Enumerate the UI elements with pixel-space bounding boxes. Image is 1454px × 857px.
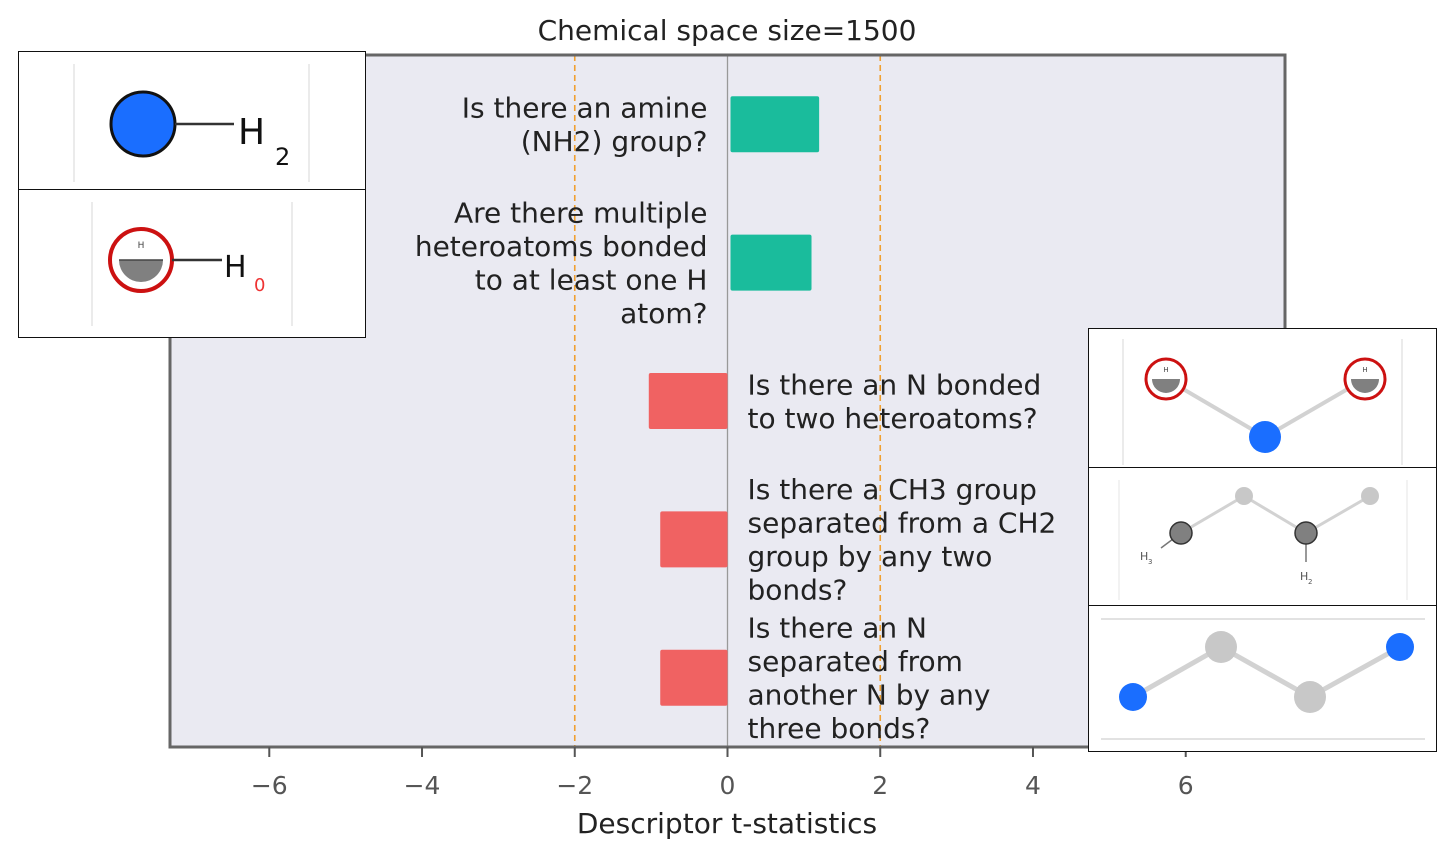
bar-label-4: Is there a CH3 group separated from a CH2… [748, 473, 1057, 607]
inset-n-n-three-bonds-fragment [1088, 605, 1437, 752]
bar-label-line: atom? [620, 297, 707, 330]
carbon-atom-icon [1294, 681, 1326, 713]
bar-label-line: to two heteroatoms? [748, 402, 1038, 435]
svg-text:H: H [1163, 366, 1168, 374]
bar-label-line: Is there an N [748, 612, 927, 645]
nitrogen-atom-icon [1249, 421, 1281, 453]
hydrogen-marker-icon: H [1343, 357, 1387, 401]
inset-n-two-heteroatoms-fragment: H H [1088, 328, 1437, 469]
carbon-atom-icon [1361, 487, 1379, 505]
x-tick-label: −2 [556, 771, 593, 800]
bar-2 [730, 234, 812, 291]
bar-3 [648, 373, 728, 429]
hydrogen-label: H [224, 250, 247, 285]
bar-label-line: separated from a CH2 [748, 507, 1057, 540]
bar-label-line: separated from [748, 645, 963, 678]
bar-label-line: Is there a CH3 group [748, 473, 1037, 506]
carbon-atom-icon [1294, 521, 1318, 545]
bar-label-line: (NH2) group? [521, 125, 708, 158]
bar-label-line: group by any two [748, 540, 993, 573]
x-tick-label: 4 [1025, 771, 1041, 800]
bar-label-line: three bonds? [748, 712, 931, 745]
nitrogen-atom-icon [1386, 633, 1414, 661]
bar-label-line: heteroatoms bonded [415, 230, 708, 263]
inset-heteroatom-h-fragment: H H 0 [18, 189, 366, 338]
hydrogen-count-subscript: 3 [1148, 558, 1152, 566]
nitrogen-atom-icon [109, 90, 177, 158]
bar-label-line: Is there an amine [462, 91, 708, 124]
bar-5 [660, 649, 728, 706]
hydrogen-count-subscript: 2 [1308, 578, 1312, 586]
bar-4 [660, 511, 728, 568]
svg-text:H: H [1362, 366, 1367, 374]
inset-amine-nh2-fragment: H 2 [18, 51, 366, 191]
bar-label-line: another N by any [748, 679, 991, 712]
inset-ch3-ch2-fragment: H 3 H 2 [1088, 467, 1437, 607]
hydrogen-label: H [1300, 570, 1308, 583]
x-tick-label: 2 [872, 771, 888, 800]
x-tick-label: −4 [404, 771, 441, 800]
carbon-atom-icon [1205, 631, 1237, 663]
hydrogen-marker-icon: H [108, 227, 174, 293]
x-axis-label: Descriptor t-statistics [577, 807, 877, 840]
x-tick-label: 0 [720, 771, 736, 800]
x-tick-label: 6 [1178, 771, 1194, 800]
bar-1 [730, 96, 820, 153]
carbon-atom-icon [1169, 521, 1193, 545]
nitrogen-atom-icon [1119, 683, 1147, 711]
hydrogen-count-subscript: 2 [275, 143, 290, 171]
bar-label-line: Are there multiple [454, 196, 708, 229]
carbon-atom-icon [1235, 487, 1253, 505]
hydrogen-marker-icon: H [1144, 357, 1188, 401]
bar-label-2: Are there multiple heteroatoms bonded to a… [415, 196, 708, 330]
chart-title: Chemical space size=1500 [538, 14, 917, 47]
hydrogen-label: H [238, 112, 265, 153]
bar-label-3: Is there an N bonded to two heteroatoms? [748, 368, 1042, 435]
bar-label-1: Is there an amine (NH2) group? [462, 91, 708, 158]
bar-label-line: Is there an N bonded [748, 368, 1042, 401]
svg-text:H: H [138, 241, 145, 251]
x-tick-label: −6 [251, 771, 288, 800]
hydrogen-label: H [1140, 550, 1148, 563]
bar-label-line: bonds? [748, 574, 848, 607]
hydrogen-count-subscript: 0 [254, 275, 265, 296]
bar-label-line: to at least one H [475, 263, 708, 296]
